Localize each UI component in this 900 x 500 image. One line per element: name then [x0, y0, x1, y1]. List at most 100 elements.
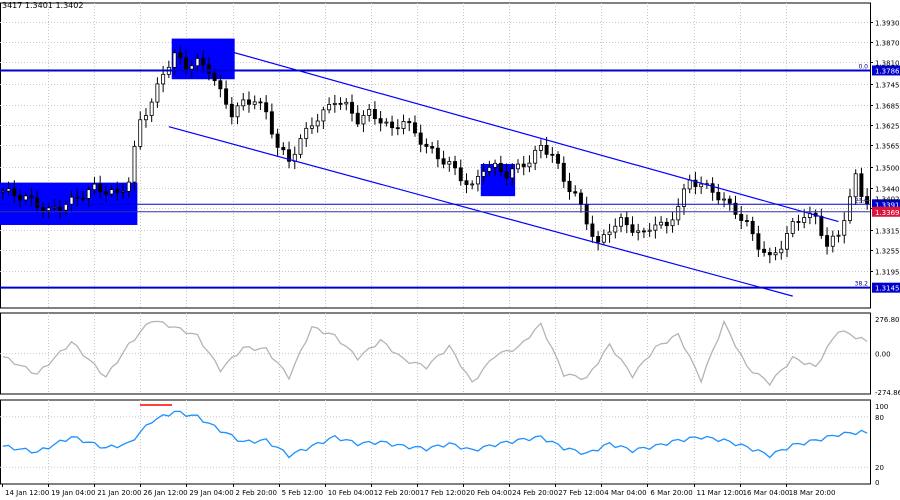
y-tick-label: 1.3870 — [875, 40, 900, 48]
x-tick-label: 18 Mar 20:00 — [789, 489, 836, 497]
candle-body — [435, 147, 440, 160]
candle-body — [607, 231, 612, 236]
candle-body — [235, 105, 240, 118]
candle-body — [103, 191, 108, 195]
candle-body — [424, 143, 429, 147]
candle-body — [355, 112, 360, 125]
candle-body — [464, 180, 469, 186]
candle-body — [842, 220, 847, 236]
candle-body — [573, 191, 578, 194]
candle-body — [762, 248, 767, 253]
candle-body — [641, 230, 646, 233]
candle-body — [287, 149, 292, 162]
x-tick-label: 16 Mar 04:00 — [743, 489, 790, 497]
candle-body — [819, 215, 824, 236]
x-tick-label: 24 Feb 20:00 — [512, 489, 558, 497]
x-tick-label: 19 Jan 04:00 — [51, 489, 95, 497]
candle-body — [407, 121, 412, 124]
candle-body — [636, 230, 641, 233]
candle-body — [149, 101, 154, 116]
candle-body — [527, 162, 532, 168]
candle-body — [475, 176, 480, 185]
y-tick-label: 1.3315 — [875, 228, 900, 236]
candle-body — [195, 58, 200, 67]
candle-body — [676, 206, 681, 221]
x-tick-label: 27 Feb 12:00 — [558, 489, 604, 497]
candle-body — [590, 223, 595, 237]
x-tick-label: 26 Jan 12:00 — [143, 489, 187, 497]
candle-body — [63, 203, 68, 211]
y-tick-label: 1.3625 — [875, 123, 900, 131]
candle-body — [138, 119, 143, 147]
candle-body — [544, 144, 549, 155]
candle-body — [773, 252, 778, 256]
candle-body — [189, 65, 194, 70]
candle-body — [350, 101, 354, 114]
fib-level-label: 0.0 — [858, 63, 868, 70]
candle-body — [224, 88, 229, 105]
candle-body — [825, 235, 830, 247]
candle-body — [836, 234, 841, 237]
candle-body — [247, 99, 251, 105]
candle-body — [92, 183, 97, 191]
rsi-line — [2, 410, 868, 459]
candle-body — [86, 189, 91, 199]
x-tick-label: 10 Feb 04:00 — [328, 489, 374, 497]
candle-body — [859, 173, 864, 197]
candle-body — [132, 146, 137, 183]
y-tick-label: 1.3500 — [875, 165, 900, 173]
candle-body — [155, 83, 160, 103]
candle-body — [567, 180, 572, 193]
cci-line — [2, 319, 868, 387]
candle-body — [756, 233, 761, 250]
candle-body — [395, 127, 400, 130]
channel-line-upper — [220, 48, 839, 223]
candle-body — [727, 198, 732, 204]
candle-body — [281, 146, 286, 151]
candle-body — [315, 120, 320, 127]
candle-body — [258, 101, 263, 104]
candle-body — [853, 173, 858, 198]
candle-body — [241, 99, 246, 107]
candle-body — [23, 195, 28, 201]
candle-body — [75, 196, 80, 199]
candle-body — [212, 72, 217, 82]
x-tick-label: 20 Feb 04:00 — [466, 489, 512, 497]
level-price-label: 1.3391 — [875, 201, 900, 209]
candle-body — [143, 115, 148, 121]
candle-body — [790, 221, 795, 234]
candle-body — [785, 233, 789, 250]
candle-body — [109, 189, 114, 195]
x-tick-label: 17 Feb 12:00 — [420, 489, 466, 497]
candle-body — [412, 122, 417, 134]
candle-body — [309, 125, 314, 129]
candle-body — [584, 204, 589, 225]
candle-body — [338, 102, 343, 105]
candle-body — [659, 221, 664, 226]
candle-body — [613, 225, 618, 233]
candle-body — [6, 188, 11, 192]
candle-body — [126, 181, 131, 192]
candle-body — [441, 158, 446, 165]
candle-body — [847, 196, 852, 221]
level-price-tag — [872, 65, 900, 76]
candle-body — [722, 198, 727, 201]
candle-body — [716, 191, 721, 201]
candle-body — [556, 154, 561, 164]
level-price-tag — [872, 206, 900, 217]
candle-body — [218, 80, 223, 90]
candle-body — [796, 221, 801, 223]
candle-body — [275, 133, 280, 148]
candle-body — [510, 168, 515, 179]
candle-body — [470, 183, 475, 186]
candle-body — [161, 73, 166, 85]
x-tick-label: 12 Feb 20:00 — [374, 489, 420, 497]
x-tick-label: 4 Mar 04:00 — [604, 489, 646, 497]
y-tick-label: 1.3810 — [875, 60, 900, 68]
y-tick-label: 1.3685 — [875, 103, 900, 111]
candle-body — [521, 163, 526, 168]
candle-body — [430, 146, 435, 149]
candle-body — [46, 207, 51, 211]
candle-body — [372, 109, 377, 120]
